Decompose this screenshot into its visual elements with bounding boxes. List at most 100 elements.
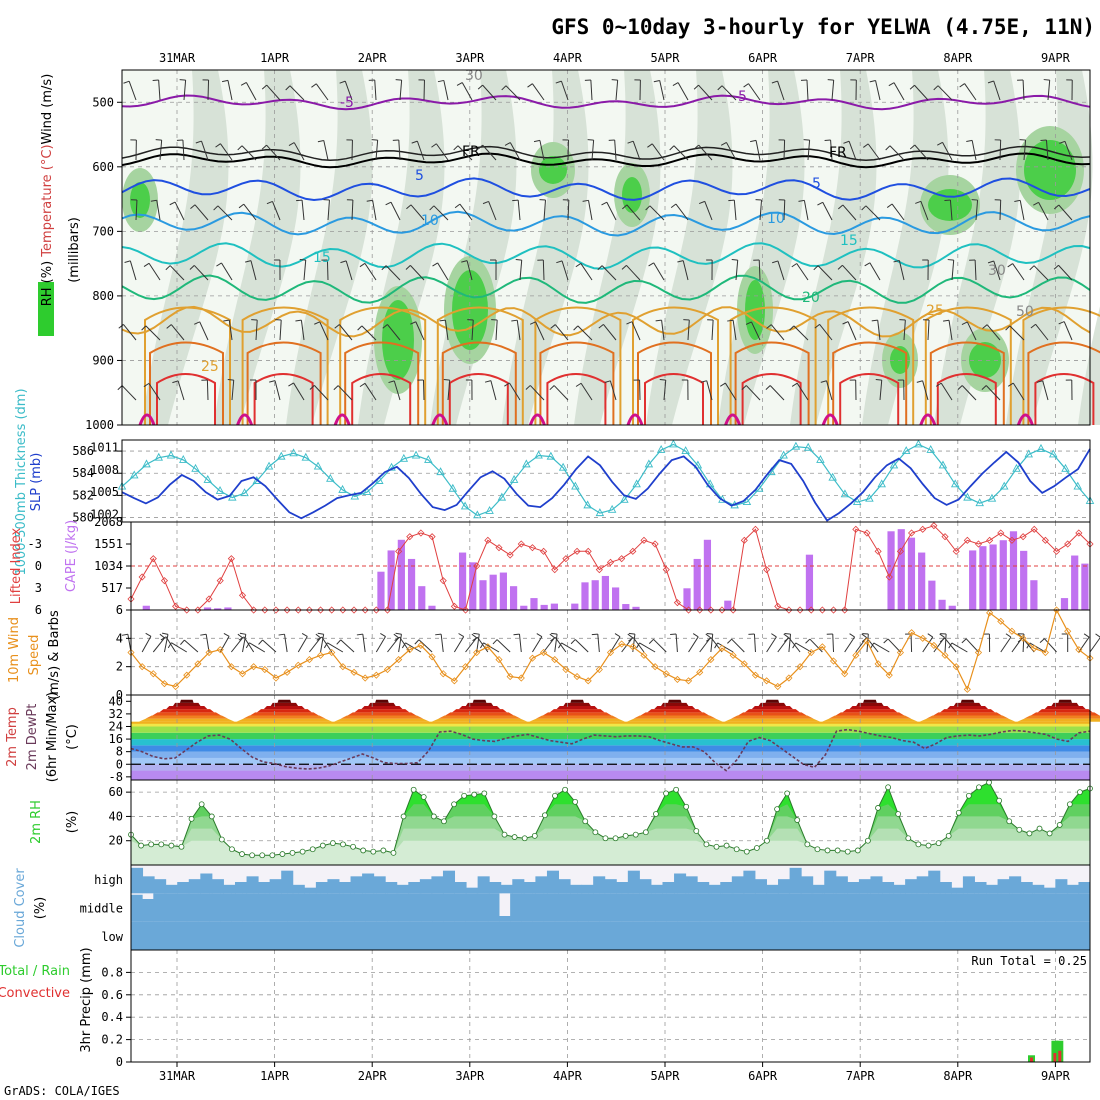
rh-point — [259, 852, 266, 859]
thickness-point — [816, 454, 825, 463]
wind-barb — [340, 639, 355, 653]
wind-barb — [573, 325, 579, 331]
wind-barb — [645, 205, 651, 211]
thickness-point — [215, 486, 225, 494]
temp-warm-band — [431, 718, 528, 722]
wind-barb — [405, 642, 422, 653]
contour-label: 30 — [465, 68, 483, 84]
axis-label-part: 10m Wind — [7, 617, 22, 683]
thickness-point — [338, 484, 347, 493]
axis-label-part: (°C) — [65, 724, 80, 750]
wind-barb — [261, 84, 268, 90]
wind-barb — [529, 385, 545, 401]
temperature-contour — [441, 341, 517, 425]
thickness-point — [301, 452, 311, 461]
axis-label-part: Temperature (°C) — [40, 144, 55, 257]
wind-barb — [733, 200, 737, 221]
thickness-point — [129, 470, 139, 479]
rh-point — [471, 791, 478, 798]
panel-frame — [121, 69, 1091, 426]
y-tick-label: 0 — [116, 688, 123, 702]
cloud-high-bar — [419, 879, 432, 894]
wind-speed-point — [763, 677, 771, 685]
wind-barb — [1044, 638, 1057, 653]
y-tick-label: 16 — [109, 732, 123, 746]
wind-barb — [295, 319, 302, 322]
wind-barb — [359, 262, 366, 268]
temp-warm-band — [626, 718, 723, 722]
wind-barb — [909, 84, 915, 90]
wind-barb — [195, 140, 202, 144]
axis-label: (°C) — [65, 724, 80, 750]
temp-warm-band — [667, 699, 682, 703]
wind-barb — [459, 203, 473, 221]
wind-barb — [293, 142, 305, 161]
wind-barb — [759, 200, 763, 221]
wind-barb — [748, 83, 761, 101]
wind-barb — [471, 633, 477, 639]
wind-barb — [220, 143, 233, 161]
wind-barb — [647, 143, 653, 148]
temp-warm-band — [465, 702, 494, 707]
cloud-high-bar — [512, 879, 525, 894]
cloud-high-bar — [454, 882, 467, 894]
precip-total-bar — [1051, 1040, 1059, 1062]
wind-speed-point — [606, 648, 615, 657]
wind-barb — [465, 637, 477, 653]
wind-barb — [673, 145, 689, 161]
wind-barb — [167, 642, 172, 649]
cloud-high-bar — [350, 876, 363, 894]
thickness-point — [681, 446, 690, 455]
cape-bar — [224, 607, 232, 610]
thickness-point — [375, 476, 384, 484]
lifted-index-point — [361, 606, 369, 614]
cloud-middle-bar — [521, 893, 533, 922]
lifted-index-point — [573, 547, 581, 555]
wind-speed-point — [372, 671, 380, 679]
wind-barb — [473, 632, 480, 635]
wind-barb — [698, 84, 713, 101]
wind-speed-point — [696, 668, 704, 676]
wind-speed-point — [997, 617, 1005, 625]
temp-warm-band — [340, 715, 424, 719]
rh-point — [541, 812, 548, 819]
y-tick-label: 580 — [72, 511, 94, 525]
temperature-contour — [138, 413, 156, 426]
axis-label: (m/s) & Barbs — [47, 610, 62, 700]
wind-speed-point — [328, 648, 336, 657]
lifted-index-point — [194, 606, 202, 614]
thickness-point — [1048, 449, 1058, 458]
axis-label: 10m Wind — [7, 617, 22, 683]
rh-point — [370, 848, 377, 855]
cloud-middle-bar — [677, 893, 690, 922]
wind-barb — [943, 319, 950, 322]
wind-speed-point — [908, 629, 916, 637]
rh-point — [319, 842, 326, 849]
thickness-point — [865, 493, 874, 502]
lifted-index-point — [919, 525, 927, 533]
wind-barb — [632, 141, 641, 161]
y-tick-label: 800 — [92, 289, 114, 303]
wind-speed-point — [629, 643, 637, 651]
cloud-middle-bar — [510, 893, 522, 922]
thickness-point — [963, 492, 972, 501]
wind-speed-point — [250, 663, 258, 671]
wind-barb — [575, 382, 582, 387]
wind-barb — [877, 320, 881, 341]
cloud-middle-bar — [365, 893, 377, 922]
wind-barb — [915, 200, 922, 204]
wind-barb — [315, 633, 321, 639]
wind-barb — [672, 82, 679, 86]
wind-speed-point — [439, 670, 447, 678]
wind-barb — [213, 205, 219, 211]
wind-barb — [728, 199, 735, 202]
wind-barb — [169, 265, 185, 281]
wind-barb — [190, 204, 196, 210]
wind-barb — [870, 642, 875, 649]
wind-barb — [433, 205, 449, 221]
y-tick-label: 6 — [116, 603, 123, 617]
rh-point — [1006, 818, 1013, 825]
rh-point — [955, 809, 962, 816]
wind-barb — [867, 143, 881, 161]
wind-barb — [1005, 325, 1011, 331]
